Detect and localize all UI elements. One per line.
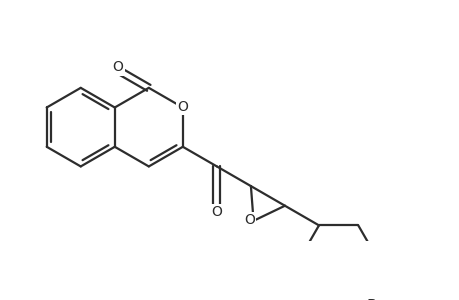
Text: Br: Br (366, 299, 383, 300)
Text: O: O (211, 205, 222, 219)
Text: O: O (177, 100, 188, 114)
Text: O: O (112, 60, 123, 74)
Text: O: O (244, 213, 255, 227)
